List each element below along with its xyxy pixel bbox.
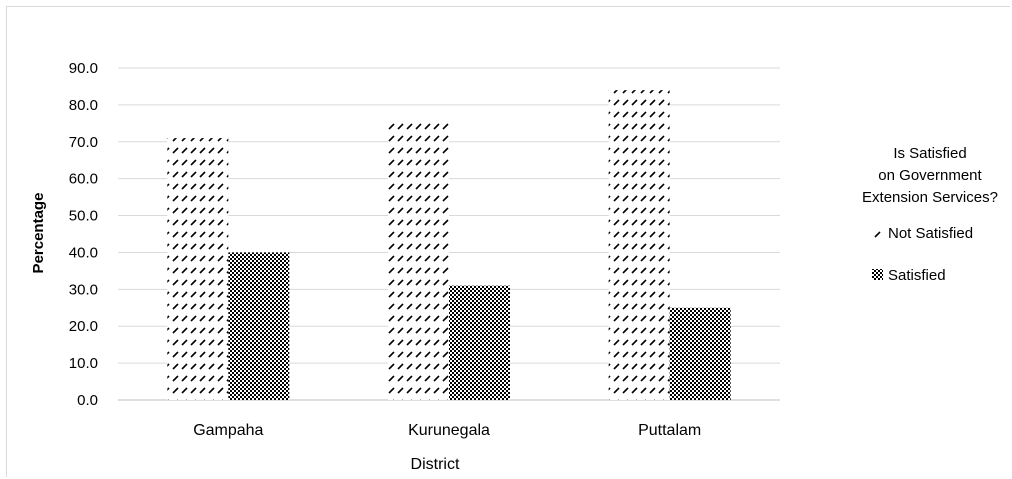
x-tick-label: Kurunegala (408, 422, 490, 439)
y-tick-label: 60.0 (69, 171, 98, 188)
y-tick-label: 0.0 (77, 392, 98, 409)
x-tick-label: Gampaha (193, 422, 263, 439)
legend-swatch-not-satisfied (872, 227, 883, 238)
bar-satisfied-puttalam (669, 307, 731, 400)
legend-title-line: Is Satisfied (893, 145, 966, 162)
legend-label-not-satisfied: Not Satisfied (888, 225, 973, 242)
x-tick-label: Puttalam (638, 422, 701, 439)
y-tick-label: 70.0 (69, 134, 98, 151)
legend-title-line: on Government (878, 167, 982, 184)
legend-title-line: Extension Services? (862, 189, 998, 206)
y-tick-label: 40.0 (69, 244, 98, 261)
y-tick-labels: 0.0 10.0 20.0 30.0 40.0 50.0 60.0 70.0 80.0 90.0 (69, 60, 98, 409)
y-tick-label: 10.0 (69, 355, 98, 372)
chart-frame (6, 6, 1010, 477)
y-tick-label: 90.0 (69, 60, 98, 77)
bar-not-satisfied-kurunegala (388, 123, 449, 400)
bar-satisfied-kurunegala (449, 285, 510, 400)
legend: Is Satisfied on Government Extension Servi… (862, 145, 998, 284)
bar-not-satisfied-puttalam (608, 90, 670, 400)
x-tick-labels: Gampaha Kurunegala Puttalam (193, 422, 701, 439)
legend-swatch-satisfied (872, 269, 883, 280)
y-tick-label: 30.0 (69, 281, 98, 298)
y-tick-label: 50.0 (69, 208, 98, 225)
bars (167, 90, 731, 401)
x-axis-label: District (411, 456, 460, 473)
y-tick-label: 20.0 (69, 318, 98, 335)
bar-satisfied-gampaha (228, 252, 290, 400)
y-tick-label: 80.0 (69, 97, 98, 114)
legend-label-satisfied: Satisfied (888, 267, 946, 284)
y-axis-label: Percentage (30, 193, 47, 274)
bar-not-satisfied-gampaha (167, 138, 229, 401)
